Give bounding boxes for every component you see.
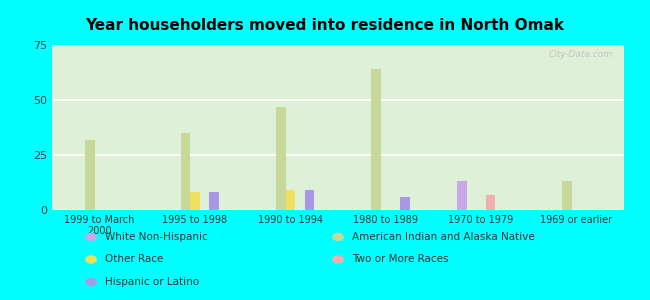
Bar — [486, 195, 495, 210]
Bar — [209, 192, 219, 210]
Bar — [305, 190, 314, 210]
Text: American Indian and Alaska Native: American Indian and Alaska Native — [352, 232, 535, 242]
Text: Hispanic or Latino: Hispanic or Latino — [105, 277, 200, 287]
Bar — [562, 182, 571, 210]
Text: Two or More Races: Two or More Races — [352, 254, 448, 265]
Bar — [85, 140, 95, 210]
Text: City-Data.com: City-Data.com — [549, 50, 612, 59]
Text: White Non-Hispanic: White Non-Hispanic — [105, 232, 208, 242]
Bar — [371, 69, 381, 210]
Bar — [190, 192, 200, 210]
Text: Year householders moved into residence in North Omak: Year householders moved into residence i… — [86, 18, 564, 33]
Text: Other Race: Other Race — [105, 254, 164, 265]
Bar — [400, 197, 410, 210]
Bar — [276, 106, 285, 210]
Bar — [181, 133, 190, 210]
Bar — [285, 190, 295, 210]
Bar — [457, 182, 467, 210]
